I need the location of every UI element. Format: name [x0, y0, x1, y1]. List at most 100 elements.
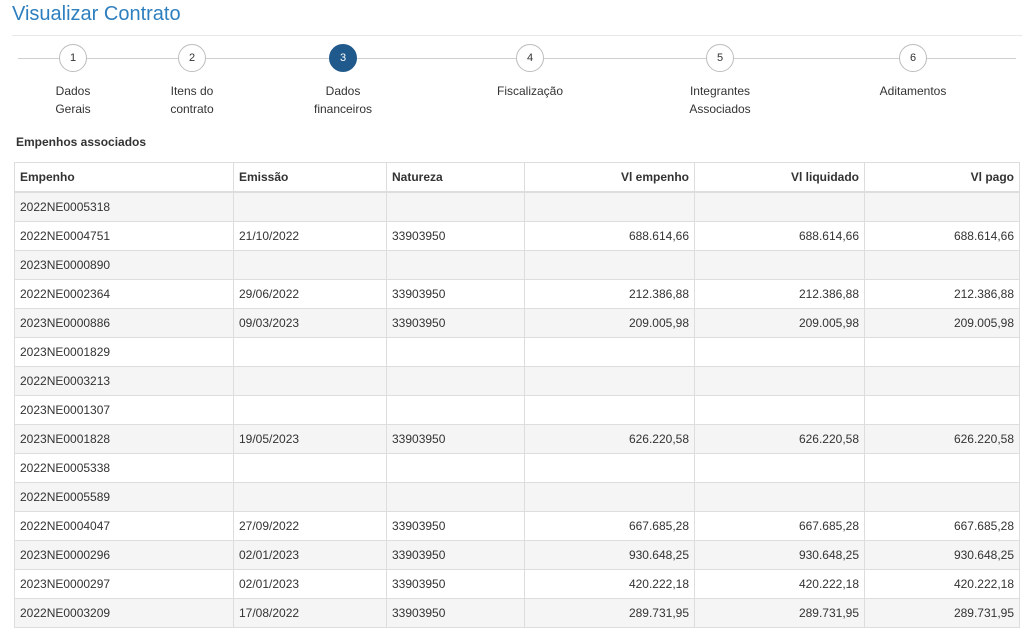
cell-emissao — [233, 191, 387, 222]
cell-empenho: 2022NE0003209 — [14, 598, 234, 628]
cell-vl-pago — [864, 337, 1020, 367]
step-label: Dados financeiros — [288, 82, 398, 118]
table-row: 2023NE0001307 — [14, 395, 1020, 425]
cell-vl-pago: 667.685,28 — [864, 511, 1020, 541]
cell-natureza: 33903950 — [386, 308, 525, 338]
cell-empenho: 2023NE0000886 — [14, 308, 234, 338]
cell-vl-liquidado: 212.386,88 — [694, 279, 865, 309]
table-row: 2022NE0005318 — [14, 191, 1020, 222]
table-row: 2023NE0001828 19/05/2023 33903950 626.220,5… — [14, 424, 1020, 454]
cell-vl-pago — [864, 453, 1020, 483]
cell-vl-pago: 420.222,18 — [864, 569, 1020, 599]
column-header-vl-liquidado[interactable]: Vl liquidado — [694, 162, 865, 193]
cell-vl-liquidado — [694, 482, 865, 512]
cell-vl-pago: 930.648,25 — [864, 540, 1020, 570]
cell-emissao — [233, 482, 387, 512]
cell-empenho: 2023NE0001307 — [14, 395, 234, 425]
step-label: Fiscalização — [475, 82, 585, 100]
cell-vl-liquidado — [694, 453, 865, 483]
step-dados-gerais[interactable]: 1 Dados Gerais — [18, 44, 128, 118]
cell-emissao — [233, 337, 387, 367]
column-header-natureza[interactable]: Natureza — [386, 162, 525, 193]
table-header-row: Empenho Emissão Natureza Vl empenho Vl l… — [14, 162, 1020, 193]
table-row: 2023NE0000296 02/01/2023 33903950 930.648,2… — [14, 540, 1020, 570]
cell-empenho: 2022NE0005589 — [14, 482, 234, 512]
cell-vl-liquidado: 209.005,98 — [694, 308, 865, 338]
cell-vl-pago: 209.005,98 — [864, 308, 1020, 338]
step-label-line: Dados — [55, 84, 91, 98]
table-row: 2022NE0005589 — [14, 482, 1020, 512]
cell-vl-liquidado: 626.220,58 — [694, 424, 865, 454]
table-row: 2023NE0001829 — [14, 337, 1020, 367]
step-fiscalizacao[interactable]: 4 Fiscalização — [475, 44, 585, 100]
cell-emissao: 27/09/2022 — [233, 511, 387, 541]
table-row: 2023NE0000297 02/01/2023 33903950 420.222,1… — [14, 569, 1020, 599]
cell-empenho: 2022NE0003213 — [14, 366, 234, 396]
column-header-empenho[interactable]: Empenho — [14, 162, 234, 193]
cell-vl-pago — [864, 250, 1020, 280]
column-header-vl-empenho[interactable]: Vl empenho — [524, 162, 695, 193]
cell-vl-empenho — [524, 366, 695, 396]
cell-natureza — [386, 366, 525, 396]
step-number-badge: 3 — [329, 44, 357, 72]
cell-vl-empenho: 626.220,58 — [524, 424, 695, 454]
column-header-vl-pago[interactable]: Vl pago — [864, 162, 1020, 193]
cell-vl-pago — [864, 482, 1020, 512]
step-label-line: Aditamentos — [879, 84, 947, 98]
cell-empenho: 2023NE0000890 — [14, 250, 234, 280]
step-number-badge: 4 — [516, 44, 544, 72]
cell-empenho: 2022NE0002364 — [14, 279, 234, 309]
cell-emissao: 09/03/2023 — [233, 308, 387, 338]
step-number-badge: 5 — [706, 44, 734, 72]
cell-natureza: 33903950 — [386, 598, 525, 628]
cell-vl-empenho: 688.614,66 — [524, 221, 695, 251]
cell-vl-liquidado: 688.614,66 — [694, 221, 865, 251]
cell-vl-pago — [864, 395, 1020, 425]
cell-vl-pago — [864, 366, 1020, 396]
cell-vl-empenho — [524, 453, 695, 483]
step-itens-do-contrato[interactable]: 2 Itens do contrato — [137, 44, 247, 118]
cell-vl-empenho — [524, 337, 695, 367]
cell-empenho: 2022NE0005318 — [14, 191, 234, 222]
step-label: Integrantes Associados — [665, 82, 775, 118]
cell-empenho: 2023NE0000296 — [14, 540, 234, 570]
step-integrantes-associados[interactable]: 5 Integrantes Associados — [665, 44, 775, 118]
step-label: Dados Gerais — [18, 82, 128, 118]
cell-emissao — [233, 366, 387, 396]
table-body: 2022NE0005318 2022NE0004751 21/10/2022 3390… — [14, 191, 1020, 628]
title-divider — [12, 35, 1022, 36]
cell-vl-pago: 688.614,66 — [864, 221, 1020, 251]
step-label-line: Dados — [325, 84, 361, 98]
cell-natureza — [386, 191, 525, 222]
cell-natureza: 33903950 — [386, 221, 525, 251]
empenhos-table: Empenho Emissão Natureza Vl empenho Vl l… — [14, 162, 1020, 628]
cell-vl-pago: 626.220,58 — [864, 424, 1020, 454]
step-label: Aditamentos — [858, 82, 968, 100]
page-title: Visualizar Contrato — [12, 3, 181, 25]
cell-vl-empenho: 289.731,95 — [524, 598, 695, 628]
cell-empenho: 2023NE0001829 — [14, 337, 234, 367]
cell-natureza: 33903950 — [386, 424, 525, 454]
cell-natureza — [386, 337, 525, 367]
cell-vl-pago: 212.386,88 — [864, 279, 1020, 309]
table-row: 2022NE0003209 17/08/2022 33903950 289.731,9… — [14, 598, 1020, 628]
column-header-emissao[interactable]: Emissão — [233, 162, 387, 193]
cell-emissao — [233, 453, 387, 483]
cell-vl-liquidado: 930.648,25 — [694, 540, 865, 570]
cell-emissao: 21/10/2022 — [233, 221, 387, 251]
cell-vl-empenho — [524, 250, 695, 280]
table-row: 2022NE0003213 — [14, 366, 1020, 396]
step-aditamentos[interactable]: 6 Aditamentos — [858, 44, 968, 100]
cell-natureza — [386, 482, 525, 512]
step-dados-financeiros[interactable]: 3 Dados financeiros — [288, 44, 398, 118]
cell-vl-liquidado: 667.685,28 — [694, 511, 865, 541]
cell-natureza — [386, 395, 525, 425]
step-label-line: Associados — [689, 102, 751, 116]
table-row: 2022NE0004751 21/10/2022 33903950 688.614,6… — [14, 221, 1020, 251]
cell-vl-liquidado: 289.731,95 — [694, 598, 865, 628]
cell-empenho: 2023NE0000297 — [14, 569, 234, 599]
step-label-line: contrato — [170, 102, 214, 116]
table-row: 2022NE0004047 27/09/2022 33903950 667.685,2… — [14, 511, 1020, 541]
cell-vl-pago — [864, 191, 1020, 222]
cell-emissao: 17/08/2022 — [233, 598, 387, 628]
